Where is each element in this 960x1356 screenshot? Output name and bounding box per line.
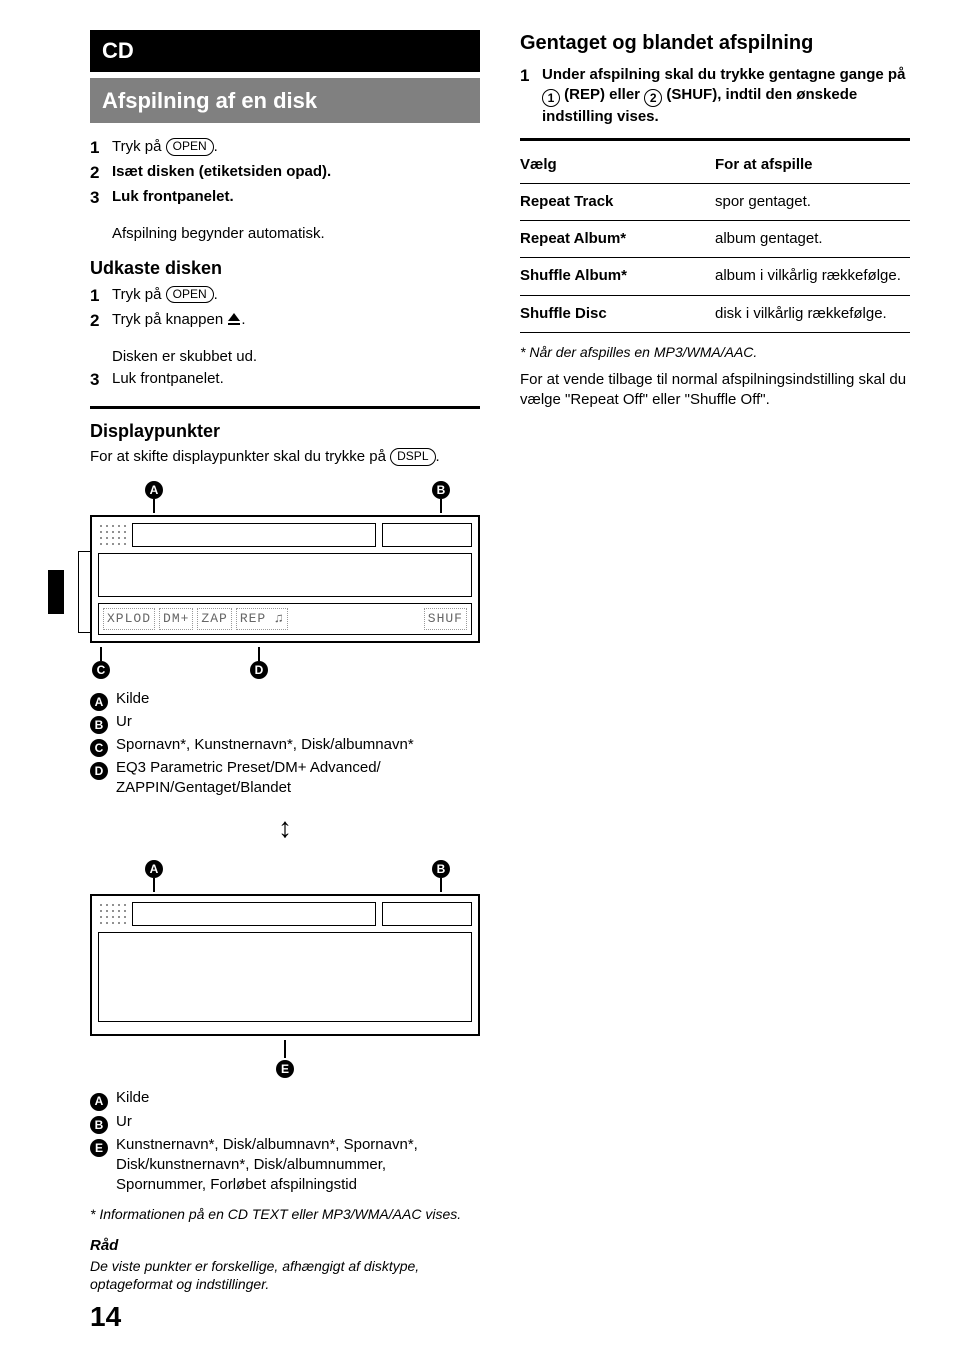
- legend-text: EQ3 Parametric Preset/DM+ Advanced/ ZAPP…: [116, 758, 480, 799]
- legend-c: C: [90, 739, 108, 757]
- open-button-label: OPEN: [166, 286, 214, 304]
- step-num: 3: [90, 369, 112, 392]
- marker-c: C: [92, 661, 110, 679]
- step-text: Tryk på OPEN.: [112, 285, 480, 308]
- dm-xplod: XPLOD: [103, 608, 155, 630]
- step-note: Afspilning begynder automatisk.: [112, 224, 480, 244]
- step-text: Isæt disken (etiketsiden opad).: [112, 162, 480, 185]
- step-text: Luk frontpanelet.: [112, 187, 480, 210]
- table-row: Repeat Trackspor gentaget.: [520, 188, 910, 216]
- display-diagram-2: A B E: [90, 860, 480, 1078]
- legend-b: B: [90, 1116, 108, 1134]
- marker-d: D: [250, 661, 268, 679]
- footnote: * Informationen på en CD TEXT eller MP3/…: [90, 1205, 480, 1224]
- dm-rep: REP ♫: [236, 608, 288, 630]
- display-box-b: [382, 523, 472, 547]
- display-box-a: [132, 902, 376, 926]
- display-main-box: [98, 553, 472, 597]
- dm-zap: ZAP: [197, 608, 231, 630]
- marker-b: B: [432, 860, 450, 878]
- dspl-button-label: DSPL: [390, 448, 435, 466]
- step-num: 3: [90, 187, 112, 210]
- legend-b: B: [90, 716, 108, 734]
- rule: [520, 138, 910, 141]
- speaker-icon: [98, 523, 126, 547]
- eject-icon: [227, 311, 241, 331]
- circle-1: 1: [542, 89, 560, 107]
- th-vaelg: Vælg: [520, 151, 715, 179]
- table-footnote: * Når der afspilles en MP3/WMA/AAC.: [520, 343, 910, 362]
- circle-2: 2: [644, 89, 662, 107]
- display-box-a: [132, 523, 376, 547]
- step-num: 1: [90, 285, 112, 308]
- step-sub: Disken er skubbet ud.: [112, 347, 480, 367]
- legend-text: Kilde: [116, 1088, 480, 1110]
- udkaste-heading: Udkaste disken: [90, 256, 480, 280]
- step-text: Luk frontpanelet.: [112, 369, 480, 392]
- legend-text: Kilde: [116, 689, 480, 711]
- cd-tag: CD: [90, 30, 480, 72]
- table-row: Repeat Album*album gentaget.: [520, 225, 910, 253]
- table-row: Shuffle Album*album i vilkårlig rækkeføl…: [520, 262, 910, 290]
- side-tab: [48, 570, 64, 614]
- displaypunkter-heading: Displaypunkter: [90, 419, 480, 443]
- legend-text: Ur: [116, 712, 480, 734]
- marker-b: B: [432, 481, 450, 499]
- rule: [90, 406, 480, 409]
- display-box-b: [382, 902, 472, 926]
- marker-e: E: [276, 1060, 294, 1078]
- display-main-box: [98, 932, 472, 1022]
- right-intro: Under afspilning skal du trykke gentagne…: [542, 65, 910, 128]
- th-afspille: For at afspille: [715, 151, 910, 179]
- steps-play: 1 Tryk på OPEN. 2 Isæt disken (etiketsid…: [90, 137, 480, 210]
- steps-eject2: 3 Luk frontpanelet.: [90, 369, 480, 392]
- updown-arrow-icon: ↕: [90, 809, 480, 847]
- legend-text: Ur: [116, 1112, 480, 1134]
- disp-intro: For at skifte displaypunkter skal du try…: [90, 447, 480, 467]
- speaker-icon: [98, 902, 126, 926]
- step-num: 1: [520, 65, 542, 128]
- display-diagram-1: A B XPLOD DM+ ZAP REP ♫ SHUF: [90, 481, 480, 679]
- dotmatrix-row: XPLOD DM+ ZAP REP ♫ SHUF: [98, 603, 472, 635]
- legend-2: A Kilde B Ur E Kunstnernavn*, Disk/albumnav…: [90, 1088, 480, 1195]
- mode-table: VælgFor at afspille Repeat Trackspor gen…: [520, 151, 910, 337]
- closing-text: For at vende tilbage til normal afspilni…: [520, 370, 910, 411]
- step-num: 1: [90, 137, 112, 160]
- legend-a: A: [90, 1093, 108, 1111]
- rad-text: De viste punkter er forskellige, afhængi…: [90, 1257, 480, 1295]
- step-text: Tryk på knappen .: [112, 310, 480, 333]
- page-number: 14: [90, 1298, 480, 1336]
- legend-d: D: [90, 762, 108, 780]
- open-button-label: OPEN: [166, 138, 214, 156]
- marker-a: A: [145, 860, 163, 878]
- table-row: Shuffle Discdisk i vilkårlig rækkefølge.: [520, 300, 910, 328]
- rad-heading: Råd: [90, 1236, 480, 1256]
- step-num: 2: [90, 162, 112, 185]
- legend-1: A Kilde B Ur C Spornavn*, Kunstnernavn*, Di…: [90, 689, 480, 799]
- legend-a: A: [90, 693, 108, 711]
- marker-a: A: [145, 481, 163, 499]
- dm-dmplus: DM+: [159, 608, 193, 630]
- section-title: Afspilning af en disk: [90, 78, 480, 124]
- legend-e: E: [90, 1139, 108, 1157]
- legend-text: Spornavn*, Kunstnernavn*, Disk/albumnavn…: [116, 735, 480, 757]
- steps-eject: 1 Tryk på OPEN. 2 Tryk på knappen .: [90, 285, 480, 333]
- right-heading: Gentaget og blandet afspilning: [520, 30, 910, 57]
- step-text: Tryk på OPEN.: [112, 137, 480, 160]
- step-num: 2: [90, 310, 112, 333]
- dm-shuf: SHUF: [424, 608, 467, 630]
- leader-line: [78, 551, 90, 633]
- legend-text: Kunstnernavn*, Disk/albumnavn*, Spornavn…: [116, 1135, 480, 1196]
